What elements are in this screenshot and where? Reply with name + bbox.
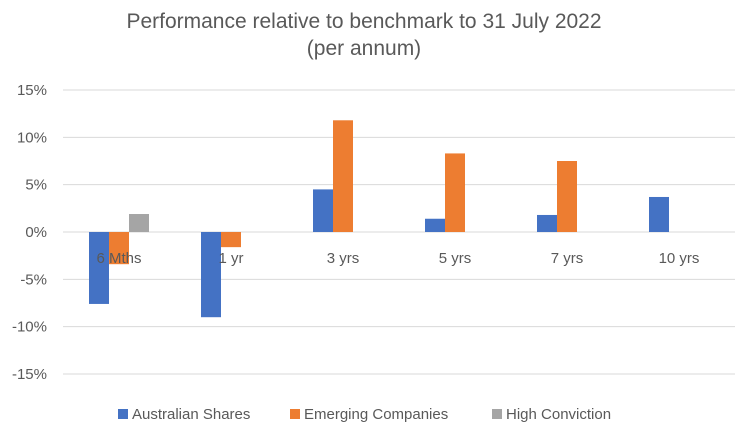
legend-label: High Conviction — [506, 406, 611, 423]
x-tick-label: 6 Mths — [96, 250, 141, 267]
bar — [109, 232, 129, 265]
bar — [537, 214, 557, 232]
x-tick-label: 7 yrs — [551, 250, 584, 267]
bar — [425, 218, 445, 232]
bar — [89, 232, 109, 304]
chart-title: Performance relative to benchmark to 31 … — [126, 10, 601, 33]
legend-swatch — [290, 409, 300, 419]
legend-label: Emerging Companies — [304, 406, 448, 423]
chart-subtitle: (per annum) — [307, 37, 421, 60]
y-axis-ticks: 15% 10% 5% 0% -5% -10% -15% — [12, 82, 47, 383]
x-tick-label: 3 yrs — [327, 250, 360, 267]
bars — [89, 120, 669, 318]
gridlines — [63, 89, 735, 375]
y-tick-label: 0% — [25, 224, 47, 241]
bar — [201, 232, 221, 318]
legend-label: Australian Shares — [132, 406, 250, 423]
legend-swatch — [118, 409, 128, 419]
legend: Australian Shares Emerging Companies High … — [118, 406, 611, 423]
bar — [557, 161, 577, 232]
y-tick-label: -5% — [20, 271, 47, 288]
x-tick-label: 10 yrs — [659, 250, 700, 267]
y-tick-label: -15% — [12, 366, 47, 383]
bar — [445, 153, 465, 232]
x-axis-ticks: 6 Mths 1 yr 3 yrs 5 yrs 7 yrs 10 yrs — [96, 250, 699, 267]
bar — [221, 232, 241, 248]
y-tick-label: 10% — [17, 129, 47, 146]
legend-swatch — [492, 409, 502, 419]
x-tick-label: 5 yrs — [439, 250, 472, 267]
bar — [649, 196, 669, 232]
x-tick-label: 1 yr — [218, 250, 243, 267]
bar — [129, 214, 149, 232]
y-tick-label: -10% — [12, 319, 47, 336]
bar — [333, 120, 353, 232]
y-tick-label: 15% — [17, 82, 47, 99]
y-tick-label: 5% — [25, 177, 47, 194]
bar — [313, 189, 333, 232]
